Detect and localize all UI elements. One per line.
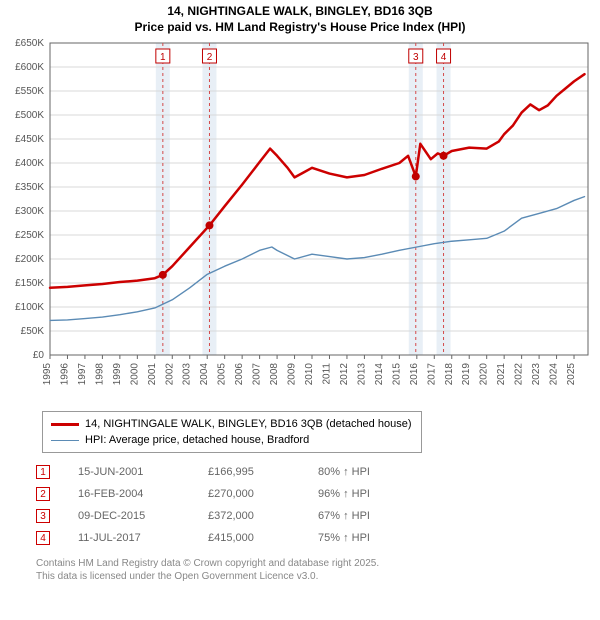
transaction-table: 1 15-JUN-2001 £166,995 80% ↑ HPI 2 16-FE… (36, 461, 600, 549)
svg-text:2021: 2021 (496, 363, 507, 386)
svg-text:£650K: £650K (15, 38, 44, 49)
svg-text:2006: 2006 (234, 363, 245, 386)
tx-marker-1: 1 (36, 465, 50, 479)
svg-text:£150K: £150K (15, 278, 44, 289)
svg-text:2022: 2022 (514, 363, 525, 386)
tx-pct: 75% ↑ HPI (318, 532, 370, 544)
svg-text:2002: 2002 (164, 363, 175, 386)
svg-text:2025: 2025 (566, 363, 577, 386)
legend-swatch-hpi (51, 440, 79, 441)
svg-text:£50K: £50K (21, 326, 45, 337)
svg-text:1997: 1997 (77, 363, 88, 386)
svg-text:2010: 2010 (304, 363, 315, 386)
tx-marker-2: 2 (36, 487, 50, 501)
svg-text:2011: 2011 (321, 363, 332, 385)
svg-text:2014: 2014 (374, 363, 385, 386)
svg-text:2012: 2012 (339, 363, 350, 386)
tx-pct: 96% ↑ HPI (318, 488, 370, 500)
svg-text:£600K: £600K (15, 62, 44, 73)
tx-date: 15-JUN-2001 (78, 466, 208, 478)
tx-date: 09-DEC-2015 (78, 510, 208, 522)
svg-text:2001: 2001 (147, 363, 158, 386)
footer: Contains HM Land Registry data © Crown c… (36, 557, 600, 583)
svg-text:£500K: £500K (15, 110, 44, 121)
svg-text:2004: 2004 (199, 363, 210, 386)
legend-swatch-property (51, 423, 79, 426)
legend-label-hpi: HPI: Average price, detached house, Brad… (85, 434, 309, 446)
legend-item-hpi: HPI: Average price, detached house, Brad… (51, 432, 413, 448)
svg-text:£0: £0 (33, 350, 45, 361)
svg-text:1998: 1998 (94, 363, 105, 386)
svg-text:2: 2 (207, 52, 213, 63)
chart-container: 14, NIGHTINGALE WALK, BINGLEY, BD16 3QB … (0, 0, 600, 620)
svg-text:3: 3 (413, 52, 419, 63)
table-row: 1 15-JUN-2001 £166,995 80% ↑ HPI (36, 461, 600, 483)
svg-text:2024: 2024 (549, 363, 560, 386)
table-row: 4 11-JUL-2017 £415,000 75% ↑ HPI (36, 527, 600, 549)
svg-text:£200K: £200K (15, 254, 44, 265)
svg-text:4: 4 (441, 52, 447, 63)
svg-text:£350K: £350K (15, 182, 44, 193)
svg-text:£550K: £550K (15, 86, 44, 97)
svg-text:2013: 2013 (356, 363, 367, 386)
svg-text:£250K: £250K (15, 230, 44, 241)
footer-line2: This data is licensed under the Open Gov… (36, 570, 600, 583)
tx-pct: 67% ↑ HPI (318, 510, 370, 522)
svg-text:£450K: £450K (15, 134, 44, 145)
svg-text:2008: 2008 (269, 363, 280, 386)
tx-price: £270,000 (208, 488, 318, 500)
legend-item-property: 14, NIGHTINGALE WALK, BINGLEY, BD16 3QB … (51, 416, 413, 432)
svg-text:2023: 2023 (531, 363, 542, 386)
svg-text:1999: 1999 (112, 363, 123, 386)
tx-pct: 80% ↑ HPI (318, 466, 370, 478)
svg-text:2019: 2019 (461, 363, 472, 386)
svg-text:£400K: £400K (15, 158, 44, 169)
svg-text:2020: 2020 (479, 363, 490, 386)
svg-text:2018: 2018 (444, 363, 455, 386)
tx-marker-3: 3 (36, 509, 50, 523)
svg-text:2015: 2015 (391, 363, 402, 386)
legend-label-property: 14, NIGHTINGALE WALK, BINGLEY, BD16 3QB … (85, 418, 411, 430)
tx-price: £166,995 (208, 466, 318, 478)
tx-price: £415,000 (208, 532, 318, 544)
svg-text:£300K: £300K (15, 206, 44, 217)
tx-date: 16-FEB-2004 (78, 488, 208, 500)
chart: £0 £50K £100K £150K £200K £250K £300K £350K £400… (0, 35, 600, 405)
svg-text:£100K: £100K (15, 302, 44, 313)
title-subtitle: Price paid vs. HM Land Registry's House … (0, 20, 600, 36)
svg-text:2016: 2016 (409, 363, 420, 386)
svg-text:2007: 2007 (252, 363, 263, 386)
svg-text:2003: 2003 (182, 363, 193, 386)
table-row: 3 09-DEC-2015 £372,000 67% ↑ HPI (36, 505, 600, 527)
tx-date: 11-JUL-2017 (78, 532, 208, 544)
footer-line1: Contains HM Land Registry data © Crown c… (36, 557, 600, 570)
tx-marker-4: 4 (36, 531, 50, 545)
tx-price: £372,000 (208, 510, 318, 522)
title-address: 14, NIGHTINGALE WALK, BINGLEY, BD16 3QB (0, 4, 600, 20)
svg-text:2005: 2005 (217, 363, 228, 386)
svg-text:1: 1 (160, 52, 166, 63)
svg-text:1995: 1995 (42, 363, 53, 386)
svg-text:1996: 1996 (59, 363, 70, 386)
legend: 14, NIGHTINGALE WALK, BINGLEY, BD16 3QB … (42, 411, 422, 453)
title-block: 14, NIGHTINGALE WALK, BINGLEY, BD16 3QB … (0, 0, 600, 35)
svg-text:2000: 2000 (129, 363, 140, 386)
table-row: 2 16-FEB-2004 £270,000 96% ↑ HPI (36, 483, 600, 505)
svg-text:2009: 2009 (287, 363, 298, 386)
chart-svg: £0 £50K £100K £150K £200K £250K £300K £350K £400… (0, 35, 600, 405)
svg-text:2017: 2017 (426, 363, 437, 386)
